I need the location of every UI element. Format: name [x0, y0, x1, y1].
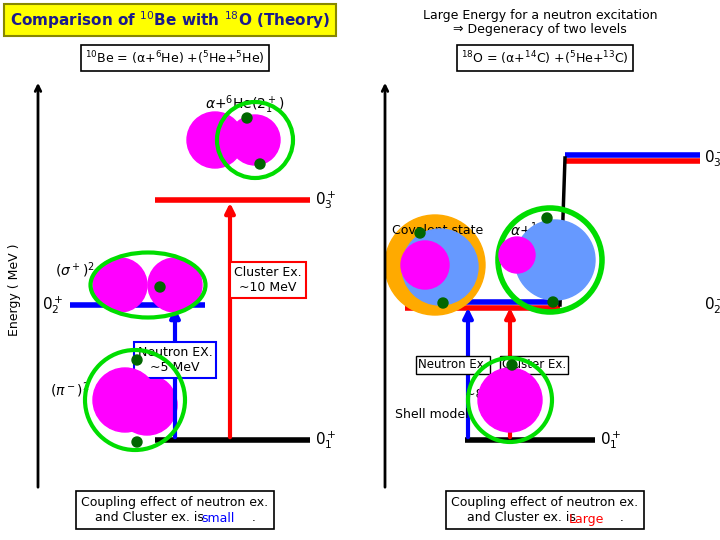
Circle shape — [401, 241, 449, 289]
Text: Neutron EX.
~5 MeV: Neutron EX. ~5 MeV — [138, 346, 212, 374]
Circle shape — [402, 229, 478, 305]
Text: Cluster Ex.
~10 MeV: Cluster Ex. ~10 MeV — [234, 266, 302, 294]
Circle shape — [132, 437, 142, 447]
Text: $\alpha$+$^{6}$He(2$_1^+$): $\alpha$+$^{6}$He(2$_1^+$) — [205, 94, 284, 116]
Text: Neutron Ex.: Neutron Ex. — [418, 359, 487, 372]
Text: ~8 MeV: ~8 MeV — [465, 388, 515, 402]
Circle shape — [148, 258, 202, 312]
Text: small: small — [202, 512, 235, 525]
Circle shape — [415, 228, 425, 238]
Circle shape — [187, 112, 243, 168]
Circle shape — [515, 220, 595, 300]
Circle shape — [438, 298, 448, 308]
Text: 0$_1^+$: 0$_1^+$ — [315, 429, 337, 451]
Circle shape — [255, 159, 265, 169]
Text: 0$_1^+$: 0$_1^+$ — [600, 429, 621, 451]
Text: Coupling effect of neutron ex.
and Cluster ex. is           .: Coupling effect of neutron ex. and Clust… — [451, 496, 639, 524]
Text: ⇒ Degeneracy of two levels: ⇒ Degeneracy of two levels — [453, 24, 627, 37]
Circle shape — [499, 237, 535, 273]
Circle shape — [93, 368, 157, 432]
Text: Comparison of $^{10}$Be with $^{18}$O (Theory): Comparison of $^{10}$Be with $^{18}$O (T… — [10, 9, 330, 31]
Circle shape — [155, 282, 165, 292]
Circle shape — [507, 360, 517, 370]
Text: $^{18}$O = (α+$^{14}$C) +($^{5}$He+$^{13}$C): $^{18}$O = (α+$^{14}$C) +($^{5}$He+$^{13… — [461, 49, 629, 67]
Circle shape — [132, 355, 142, 365]
Text: Large Energy for a neutron excitation: Large Energy for a neutron excitation — [423, 9, 657, 22]
Circle shape — [385, 215, 485, 315]
Circle shape — [542, 213, 552, 223]
Text: Coupling effect of neutron ex.
and Cluster ex. is            .: Coupling effect of neutron ex. and Clust… — [81, 496, 269, 524]
Text: $\alpha$+$^{14}$C: $\alpha$+$^{14}$C — [510, 221, 554, 239]
Circle shape — [242, 113, 252, 123]
Circle shape — [230, 115, 280, 165]
Text: 0$_2^+$: 0$_2^+$ — [704, 294, 720, 316]
Circle shape — [478, 368, 542, 432]
Text: Covalent state: Covalent state — [392, 224, 483, 237]
Text: Cluster Ex.: Cluster Ex. — [502, 359, 566, 372]
Text: 0$_2^+$: 0$_2^+$ — [42, 294, 63, 316]
Text: Shell model: Shell model — [395, 408, 469, 422]
Text: ($\pi^-$)$^2$: ($\pi^-$)$^2$ — [50, 380, 89, 400]
Text: Energy ( MeV ): Energy ( MeV ) — [9, 244, 22, 336]
Circle shape — [93, 258, 147, 312]
Circle shape — [548, 297, 558, 307]
FancyBboxPatch shape — [4, 4, 336, 36]
Text: 0$_3^+$: 0$_3^+$ — [704, 147, 720, 169]
Text: ($\sigma^+$)$^2$: ($\sigma^+$)$^2$ — [55, 260, 95, 280]
Circle shape — [117, 375, 177, 435]
Text: 0$_3^+$: 0$_3^+$ — [315, 189, 337, 211]
Text: Large: Large — [568, 512, 603, 525]
Text: $^{10}$Be = (α+$^{6}$He) +($^{5}$He+$^{5}$He): $^{10}$Be = (α+$^{6}$He) +($^{5}$He+$^{5… — [85, 49, 265, 67]
